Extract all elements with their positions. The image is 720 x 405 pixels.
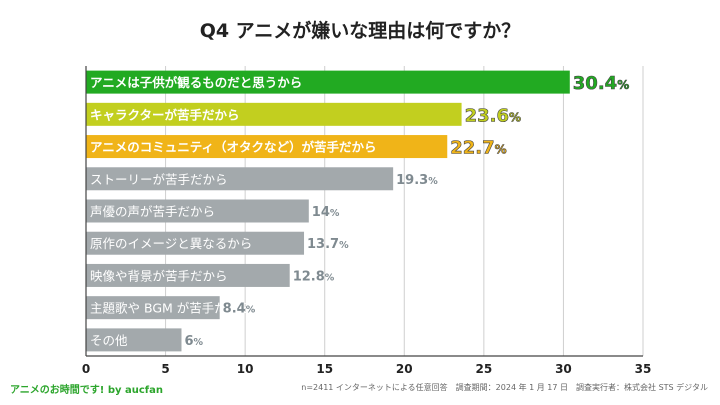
value-number: 14 <box>312 205 330 220</box>
bar <box>86 70 570 94</box>
category-label: その他 <box>90 333 128 348</box>
value-unit: % <box>617 78 629 92</box>
x-tick-label: 0 <box>82 362 90 376</box>
footer-survey-note: n=2411 インターネットによる任意回答 調査期間：2024 年 1 月 17… <box>301 383 708 392</box>
bar <box>86 231 305 255</box>
category-label: ストーリーが苦手だから <box>90 172 228 187</box>
value-unit: % <box>339 240 349 251</box>
value-number: 22.7 <box>450 138 494 159</box>
x-tick-label: 15 <box>316 362 333 376</box>
value-number: 8.4 <box>223 302 246 317</box>
bar <box>86 167 394 191</box>
bar-layer: アニメは子供が観るものだと思うから 30.4% キャラクターが苦手だから 23.6% ア… <box>86 70 630 352</box>
value-unit: % <box>428 176 438 187</box>
category-label: キャラクターが苦手だから <box>90 107 240 122</box>
value-number: 6 <box>184 334 193 349</box>
category-label: 声優の声が苦手だから <box>90 204 215 219</box>
value-unit: % <box>495 143 507 157</box>
bar <box>86 263 290 287</box>
value-label: 8.4% <box>223 302 256 317</box>
x-tick-label: 5 <box>161 362 169 376</box>
category-label: アニメは子供が観るものだと思うから <box>90 75 302 90</box>
value-label: 12.8% <box>293 269 335 284</box>
x-tick-label: 10 <box>237 362 254 376</box>
x-tick-label: 20 <box>396 362 413 376</box>
value-label: 13.7% <box>307 237 349 252</box>
category-label: 映像や背景が苦手だから <box>90 268 228 283</box>
value-label: 23.6% <box>465 105 521 126</box>
value-unit: % <box>509 110 521 124</box>
value-label: 30.4% <box>573 73 629 94</box>
value-number: 19.3 <box>396 173 428 188</box>
value-number: 23.6 <box>465 105 509 126</box>
axis-layer: 0 5 10 15 20 25 30 35 <box>82 66 652 376</box>
value-label: 19.3% <box>396 173 438 188</box>
bar <box>86 135 448 159</box>
footer-brand: アニメのお時間です! by aucfan <box>10 385 164 396</box>
value-number: 30.4 <box>573 73 617 94</box>
value-label: 14% <box>312 205 340 220</box>
category-label: 原作のイメージと異なるから <box>90 236 252 251</box>
value-unit: % <box>194 337 204 348</box>
bar <box>86 199 309 223</box>
value-number: 13.7 <box>307 237 339 252</box>
category-label: アニメのコミュニティ（オタクなど）が苦手だから <box>90 140 377 155</box>
value-label: 6% <box>184 334 203 349</box>
x-tick-label: 30 <box>555 362 572 376</box>
x-tick-label: 25 <box>476 362 493 376</box>
value-unit: % <box>330 208 340 219</box>
bar <box>86 296 220 320</box>
category-label: 主題歌や BGM が苦手だから <box>90 301 252 316</box>
chart-title: Q4 アニメが嫌いな理由は何ですか？ <box>199 20 521 42</box>
bar <box>86 102 462 126</box>
value-label: 22.7% <box>450 138 506 159</box>
value-unit: % <box>325 272 335 283</box>
value-number: 12.8 <box>293 269 325 284</box>
bar <box>86 328 182 352</box>
value-unit: % <box>246 305 256 316</box>
x-tick-label: 35 <box>635 362 652 376</box>
